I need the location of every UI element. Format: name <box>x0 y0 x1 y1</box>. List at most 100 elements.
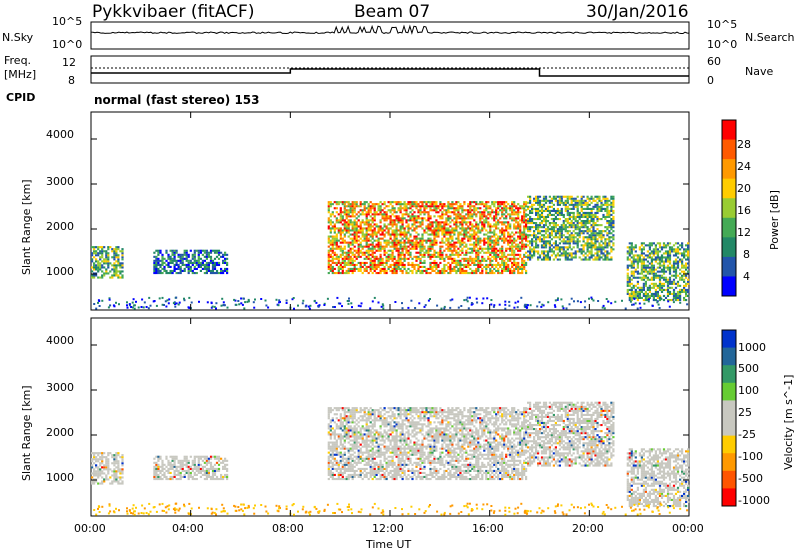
power-cell <box>568 258 571 261</box>
power-cell <box>672 290 676 293</box>
power-cell <box>461 249 464 252</box>
power-cell <box>523 245 526 248</box>
power-cell <box>683 254 686 257</box>
power-cell <box>403 235 406 238</box>
power-cell <box>115 248 118 251</box>
power-cell <box>433 259 436 262</box>
power-cell <box>501 245 504 248</box>
power-cell <box>672 288 676 291</box>
power-cell <box>674 260 678 263</box>
power-cell <box>626 280 629 283</box>
power-cell <box>377 259 380 262</box>
velocity-cell <box>195 465 198 468</box>
power-cell <box>425 207 428 210</box>
power-cell <box>367 209 370 212</box>
power-cell <box>576 199 579 202</box>
power-cell <box>572 224 575 227</box>
power-cell <box>393 243 396 246</box>
power-cell <box>381 267 384 270</box>
power-cell <box>383 229 386 232</box>
power-cell <box>679 292 682 295</box>
power-cell <box>385 257 388 260</box>
power-cell <box>111 268 114 271</box>
power-cell <box>335 247 338 250</box>
power-cell <box>234 299 237 302</box>
power-cell <box>531 209 534 212</box>
power-cell <box>345 205 348 208</box>
power-cell <box>333 261 336 264</box>
power-cell <box>333 237 336 240</box>
velocity-cell <box>103 472 106 475</box>
power-cell <box>590 296 593 299</box>
power-cell <box>529 218 532 221</box>
power-cell <box>115 268 118 271</box>
power-cell <box>367 265 370 268</box>
power-cell <box>685 290 688 293</box>
power-cell <box>433 243 436 246</box>
power-cell <box>527 244 530 247</box>
power-cell <box>503 253 506 256</box>
power-cell <box>537 238 540 241</box>
velocity-cell <box>169 467 172 470</box>
power-cell <box>111 248 114 251</box>
velocity-cell <box>193 467 196 470</box>
power-cell <box>339 227 342 230</box>
power-cell <box>489 251 492 254</box>
power-cell <box>385 259 388 262</box>
power-cell <box>648 294 651 297</box>
power-cell <box>546 220 550 223</box>
power-cell <box>576 220 579 223</box>
power-cell <box>371 247 374 250</box>
power-cell <box>685 284 688 287</box>
power-cell <box>355 203 358 206</box>
power-cell <box>463 221 466 224</box>
power-cell <box>493 272 496 275</box>
power-cell <box>111 276 114 279</box>
power-cell <box>197 249 200 252</box>
power-cell <box>335 219 338 222</box>
power-cell <box>453 249 456 252</box>
power-cell <box>477 203 480 206</box>
power-cell <box>683 284 686 287</box>
power-cell <box>632 294 635 297</box>
power-cell <box>483 221 486 224</box>
power-cell <box>487 237 490 240</box>
power-cell <box>561 305 564 308</box>
power-cell <box>351 243 354 246</box>
power-cell <box>560 226 563 229</box>
power-cell <box>483 203 486 206</box>
power-cell <box>507 225 510 228</box>
power-cell <box>606 205 609 208</box>
power-cell <box>566 197 569 200</box>
velocity-cell <box>199 455 202 458</box>
power-cell <box>171 259 174 262</box>
power-cell <box>391 207 394 210</box>
power-cell <box>666 252 670 255</box>
power-cell <box>417 243 420 246</box>
power-cell <box>337 272 340 275</box>
power-cell <box>371 261 374 264</box>
power-cell <box>433 235 436 238</box>
power-cell <box>521 263 524 266</box>
power-cell <box>642 270 645 273</box>
power-cell <box>493 255 496 258</box>
velocity-cell <box>107 462 110 465</box>
power-cell <box>447 255 450 258</box>
power-cell <box>327 261 330 264</box>
power-cell <box>343 233 346 236</box>
power-cell <box>467 203 470 206</box>
power-cell <box>548 201 551 204</box>
power-cell <box>471 225 474 228</box>
power-cell <box>449 221 452 224</box>
power-cell <box>668 256 672 259</box>
power-cell <box>598 205 601 208</box>
power-cell <box>357 261 360 264</box>
power-cell <box>505 247 508 250</box>
power-cell <box>650 278 653 281</box>
velocity-cell <box>207 459 210 462</box>
power-cell <box>449 241 452 244</box>
power-cell <box>469 272 472 275</box>
velocity-cell <box>119 456 122 459</box>
power-cell <box>670 248 674 251</box>
power-cell <box>117 258 120 261</box>
